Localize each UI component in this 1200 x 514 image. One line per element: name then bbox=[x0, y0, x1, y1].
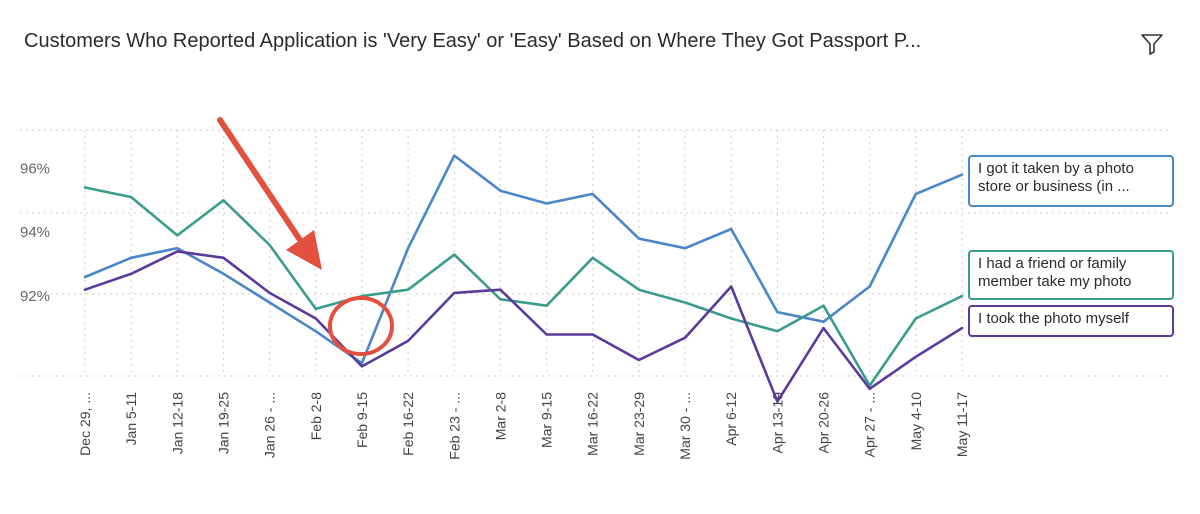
x-tick-label: Mar 23-29 bbox=[631, 392, 647, 456]
x-tick-label: Apr 6-12 bbox=[723, 392, 739, 446]
x-tick-label: Apr 20-26 bbox=[816, 392, 832, 454]
x-tick-label: Jan 26 - ... bbox=[262, 392, 278, 458]
x-tick-label: May 4-10 bbox=[908, 392, 924, 451]
annotation-arrow-head bbox=[286, 230, 322, 270]
series-line-1[interactable] bbox=[83, 154, 964, 365]
x-tick-label: Dec 29, ... bbox=[77, 392, 93, 456]
x-axis: Dec 29, ... Jan 5-11 Jan 12-18 Jan 19-25 Jan… bbox=[77, 392, 970, 460]
y-tick-label: 92% bbox=[20, 288, 50, 305]
annotation-circle bbox=[328, 296, 394, 356]
x-tick-label: Apr 27 - ... bbox=[862, 392, 878, 457]
x-tick-label: Jan 5-11 bbox=[123, 392, 139, 446]
x-tick-label: Feb 2-8 bbox=[308, 392, 324, 440]
legend-item-3[interactable]: I took the photo myself bbox=[968, 305, 1174, 337]
series-lines bbox=[83, 154, 964, 403]
annotation-arrow-shaft bbox=[217, 117, 303, 243]
x-tick-label: Feb 23 - ... bbox=[446, 392, 462, 460]
x-tick-label: Feb 16-22 bbox=[400, 392, 416, 456]
legend-label: I got it taken by a photo bbox=[978, 160, 1134, 177]
x-tick-label: May 11-17 bbox=[954, 392, 970, 457]
series-line-2[interactable] bbox=[83, 186, 964, 387]
legend-item-2[interactable]: I had a friend or family member take my p… bbox=[968, 250, 1174, 300]
series-line-3[interactable] bbox=[83, 250, 964, 403]
x-tick-label: Jan 19-25 bbox=[215, 392, 231, 454]
x-tick-label: Mar 30 - ... bbox=[677, 392, 693, 460]
x-tick-label: Feb 9-15 bbox=[354, 392, 370, 448]
x-tick-label: Mar 9-15 bbox=[539, 392, 555, 448]
annotations bbox=[217, 117, 394, 356]
legend-label: store or business (in ... bbox=[978, 178, 1130, 195]
legend-label: I took the photo myself bbox=[978, 310, 1129, 327]
y-tick-label: 96% bbox=[20, 160, 50, 177]
legend-item-1[interactable]: I got it taken by a photo store or busine… bbox=[968, 155, 1174, 207]
chart-title: Customers Who Reported Application is 'V… bbox=[24, 30, 922, 52]
y-axis: 96% 94% 92% bbox=[20, 160, 50, 305]
x-tick-label: Mar 2-8 bbox=[492, 392, 508, 440]
x-tick-label: Apr 13-19 bbox=[769, 392, 785, 454]
x-tick-label: Mar 16-22 bbox=[585, 392, 601, 456]
legend-label: member take my photo bbox=[978, 273, 1132, 290]
y-tick-label: 94% bbox=[20, 224, 50, 241]
x-tick-label: Jan 12-18 bbox=[169, 392, 185, 454]
legend-label: I had a friend or family bbox=[978, 255, 1127, 272]
filter-icon[interactable] bbox=[1138, 30, 1166, 58]
